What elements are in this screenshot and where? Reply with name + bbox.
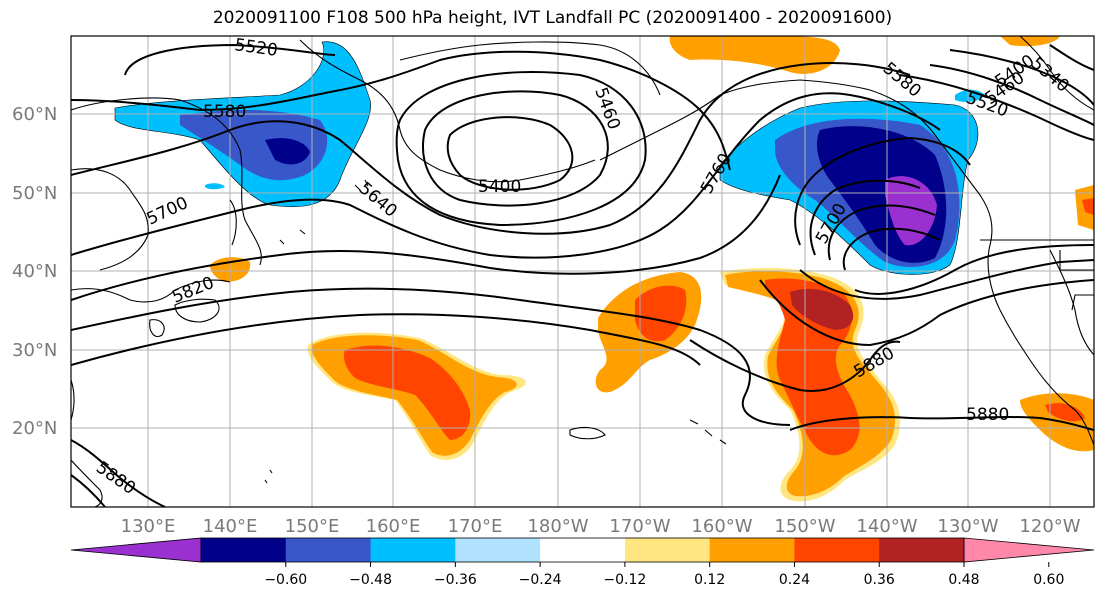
contour-label: 5580 <box>203 102 246 122</box>
colorbar-extend-high <box>963 537 1095 563</box>
colorbar-tick-label: 0.60 <box>1033 572 1064 588</box>
colorbar-segment <box>794 538 880 562</box>
colorbar-tick-label: −0.24 <box>519 572 562 588</box>
longitude-labels: 130°E 140°E 150°E 160°E 170°E 180°W 170°… <box>121 516 1081 537</box>
colorbar-tick-label: 0.48 <box>948 572 979 588</box>
lon-label: 120°W <box>1019 516 1080 537</box>
lon-label: 160°W <box>691 516 752 537</box>
colorbar-tick-label: 0.36 <box>864 572 895 588</box>
colorbar-segment <box>285 538 372 562</box>
positive-ivt-shading <box>210 36 1094 502</box>
colorbar-tick-label: 0.24 <box>779 572 810 588</box>
colorbar-segment <box>879 538 965 562</box>
lon-label: 170°E <box>448 516 503 537</box>
colorbar-tick-label: −0.60 <box>264 572 307 588</box>
colorbar-segment <box>370 538 456 562</box>
colorbar-tick-label: 0.12 <box>694 572 725 588</box>
colorbar-segment <box>455 538 541 562</box>
colorbar-tick-label: −0.12 <box>603 572 646 588</box>
map-area: 5520 5580 5460 5400 5640 5700 5760 5580 … <box>71 36 1094 507</box>
lon-label: 140°W <box>856 516 917 537</box>
lat-label: 20°N <box>12 418 57 439</box>
lon-label: 150°W <box>774 516 835 537</box>
graticule <box>71 36 1094 507</box>
lon-label: 160°E <box>366 516 421 537</box>
lon-label: 130°E <box>121 516 176 537</box>
lon-label: 130°W <box>937 516 998 537</box>
lon-label: 180°W <box>527 516 588 537</box>
plot-title: 2020091100 F108 500 hPa height, IVT Land… <box>212 8 893 28</box>
lat-label: 30°N <box>12 340 57 361</box>
colorbar-segment <box>709 538 795 562</box>
lat-label: 40°N <box>12 261 57 282</box>
latitude-labels: 60°N 50°N 40°N 30°N 20°N <box>12 104 57 439</box>
colorbar: −0.60 −0.48 −0.36 −0.24 −0.12 0.12 0.24 0.36 0.4… <box>70 537 1095 588</box>
colorbar-frame <box>200 537 965 563</box>
lat-label: 50°N <box>12 183 57 204</box>
colorbar-segment <box>624 538 711 562</box>
colorbar-tick-label: −0.36 <box>434 572 477 588</box>
height-contours <box>71 43 1094 507</box>
contour-label: 5400 <box>478 177 521 197</box>
lon-label: 170°W <box>609 516 670 537</box>
colorbar-extend-low <box>70 537 202 563</box>
lon-label: 140°E <box>203 516 258 537</box>
colorbar-segment <box>540 538 626 562</box>
colorbar-segment <box>201 538 287 562</box>
lat-label: 60°N <box>12 104 57 125</box>
lon-label: 150°E <box>285 516 340 537</box>
map-frame <box>70 35 1095 508</box>
contour-label: 5880 <box>966 405 1009 425</box>
colorbar-tick-label: −0.48 <box>349 572 392 588</box>
